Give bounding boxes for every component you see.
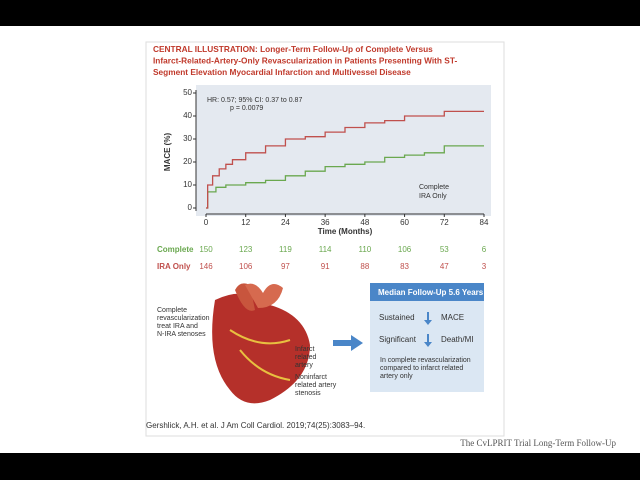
summary-note: In complete revascularization bbox=[380, 357, 471, 364]
annotation: p = 0.0079 bbox=[230, 105, 263, 112]
at-risk-value: 91 bbox=[321, 262, 330, 271]
heart-label: related bbox=[295, 354, 317, 361]
at-risk-value: 150 bbox=[199, 245, 213, 254]
x-tick-label: 36 bbox=[321, 218, 330, 227]
chart-title: Segment Elevation Myocardial Infarction … bbox=[153, 67, 411, 77]
summary-term: Sustained bbox=[379, 313, 415, 322]
summary-outcome: MACE bbox=[441, 313, 464, 322]
summary-header: Median Follow-Up 5.6 Years bbox=[378, 288, 484, 297]
heart-label: stenosis bbox=[295, 390, 321, 397]
survival-curve bbox=[206, 110, 484, 209]
citation: Gershlick, A.H. et al. J Am Coll Cardiol… bbox=[146, 421, 365, 430]
annotation: HR: 0.57; 95% CI: 0.37 to 0.87 bbox=[207, 97, 302, 104]
y-tick-label: 40 bbox=[183, 111, 192, 120]
footer: The CvLPRIT Trial Long-Term Follow-Up bbox=[460, 438, 616, 448]
x-tick-label: 84 bbox=[480, 218, 489, 227]
y-axis-label: MACE (%) bbox=[163, 133, 172, 172]
at-risk-value: 88 bbox=[360, 262, 369, 271]
x-tick-label: 12 bbox=[241, 218, 250, 227]
at-risk-value: 83 bbox=[400, 262, 409, 271]
at-risk-value: 6 bbox=[482, 245, 487, 254]
summary-note: artery only bbox=[380, 373, 413, 380]
bottom-bar bbox=[0, 453, 640, 480]
at-risk-value: 123 bbox=[239, 245, 253, 254]
summary-term: Significant bbox=[379, 335, 417, 344]
at-risk-value: 106 bbox=[398, 245, 412, 254]
x-tick-label: 24 bbox=[281, 218, 290, 227]
x-tick-label: 48 bbox=[360, 218, 369, 227]
at-risk-name: IRA Only bbox=[157, 262, 191, 271]
x-axis-label: Time (Months) bbox=[318, 227, 373, 236]
at-risk-value: 119 bbox=[279, 245, 292, 254]
top-bar bbox=[0, 0, 640, 26]
at-risk-value: 3 bbox=[482, 262, 487, 271]
heart-label: Infarct bbox=[295, 346, 315, 353]
plot-bg bbox=[196, 85, 491, 216]
at-risk-value: 146 bbox=[199, 262, 213, 271]
heart-label: related artery bbox=[295, 382, 337, 389]
heart-label: revascularization bbox=[157, 315, 210, 322]
summary-outcome: Death/MI bbox=[441, 335, 473, 344]
heart bbox=[212, 283, 310, 404]
y-tick-label: 30 bbox=[183, 134, 192, 143]
down-arrow bbox=[424, 334, 432, 347]
summary-note: compared to infarct related bbox=[380, 365, 463, 372]
y-tick-label: 20 bbox=[183, 157, 192, 166]
heart-label: artery bbox=[295, 362, 313, 369]
at-risk-value: 114 bbox=[319, 245, 332, 254]
arrow bbox=[333, 335, 363, 351]
chart-title: Infarct-Related-Artery-Only Revasculariz… bbox=[153, 56, 457, 66]
down-arrow bbox=[424, 312, 432, 325]
chart-title: CENTRAL ILLUSTRATION: Longer-Term Follow… bbox=[153, 44, 433, 54]
at-risk-value: 53 bbox=[440, 245, 449, 254]
x-tick-label: 0 bbox=[204, 218, 209, 227]
at-risk-name: Complete bbox=[157, 245, 194, 254]
at-risk-value: 110 bbox=[358, 245, 371, 254]
at-risk-value: 97 bbox=[281, 262, 290, 271]
heart-label: Complete bbox=[157, 307, 187, 314]
summary-header-bg bbox=[370, 283, 484, 301]
x-tick-label: 72 bbox=[440, 218, 449, 227]
heart-label: N-IRA stenoses bbox=[157, 331, 206, 338]
y-tick-label: 0 bbox=[188, 203, 193, 212]
legend-entry: Complete bbox=[419, 184, 449, 191]
heart-label: Noninfarct bbox=[295, 374, 327, 381]
at-risk-value: 106 bbox=[239, 262, 253, 271]
legend-entry: IRA Only bbox=[419, 193, 447, 200]
x-tick-label: 60 bbox=[400, 218, 409, 227]
y-tick-label: 50 bbox=[183, 88, 192, 97]
survival-curve bbox=[206, 145, 484, 209]
heart-label: treat IRA and bbox=[157, 323, 198, 330]
y-tick-label: 10 bbox=[183, 180, 192, 189]
at-risk-value: 47 bbox=[440, 262, 449, 271]
